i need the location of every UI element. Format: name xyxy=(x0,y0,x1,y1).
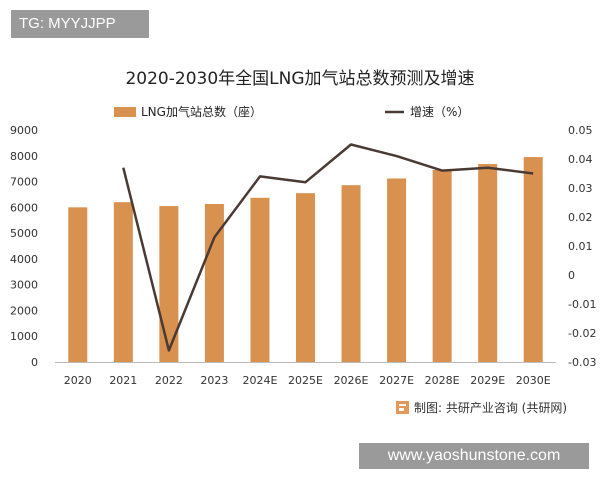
right-tick-label: -0.01 xyxy=(568,298,596,311)
header-tag: TG: MYYJJPP xyxy=(11,10,149,38)
left-tick-label: 7000 xyxy=(10,176,38,189)
source-note: 制图: 共研产业咨询 (共研网) xyxy=(396,400,567,415)
left-tick-label: 0 xyxy=(31,356,38,369)
legend-label-stations: LNG加气站总数（座） xyxy=(141,104,262,119)
bar-2025E xyxy=(296,193,315,362)
line-series xyxy=(122,143,534,352)
left-tick-label: 3000 xyxy=(10,279,38,292)
left-axis: 0 1000 2000 3000 4000 5000 6000 7000 8000 9000 xyxy=(10,124,38,369)
right-tick-label: -0.03 xyxy=(568,356,596,369)
x-tick-label: 2026E xyxy=(334,374,369,387)
left-tick-label: 9000 xyxy=(10,124,38,137)
footer-watermark: www.yaoshunstone.com xyxy=(359,443,589,469)
x-axis: 2020 2021 2022 2023 2024E 2025E 2026E 2027E 2028… xyxy=(55,362,556,387)
legend: LNG加气站总数（座） 增速（%） xyxy=(114,104,469,119)
right-tick-label: 0.05 xyxy=(568,124,593,137)
source-logo xyxy=(396,401,409,414)
bar-2024E xyxy=(250,197,270,362)
bar-2030E xyxy=(523,157,543,362)
source-text: 制图: 共研产业咨询 (共研网) xyxy=(414,400,567,415)
x-tick-label: 2024E xyxy=(242,374,277,387)
x-tick-label: 2030E xyxy=(516,374,551,387)
bar-2029E xyxy=(478,164,498,362)
right-tick-label: 0.01 xyxy=(568,240,593,253)
bar-2022 xyxy=(159,206,179,362)
x-tick-label: 2029E xyxy=(470,374,505,387)
left-tick-label: 4000 xyxy=(10,253,38,266)
source-logo-mark xyxy=(399,408,404,411)
x-tick-label: 2025E xyxy=(288,374,323,387)
x-tick-label: 2027E xyxy=(379,374,414,387)
right-axis: -0.03 -0.02 -0.01 0 0.01 0.02 0.03 0.04 0.05 xyxy=(568,124,596,369)
right-tick-label: 0.03 xyxy=(568,182,593,195)
bar-2026E xyxy=(341,185,361,362)
left-tick-label: 2000 xyxy=(10,304,38,317)
right-tick-label: 0.02 xyxy=(568,211,593,224)
bar-2023 xyxy=(204,203,224,362)
left-tick-label: 8000 xyxy=(10,150,38,163)
left-tick-label: 5000 xyxy=(10,227,38,240)
x-tick-label: 2021 xyxy=(109,374,137,387)
right-tick-label: 0.04 xyxy=(568,153,593,166)
bar-2028E xyxy=(432,169,452,362)
right-tick-label: -0.02 xyxy=(568,327,596,340)
source-logo-mark xyxy=(399,404,406,406)
legend-swatch-stations xyxy=(114,107,136,117)
x-tick-label: 2023 xyxy=(200,374,228,387)
bar-2027E xyxy=(387,178,407,362)
left-tick-label: 1000 xyxy=(10,330,38,343)
bar-2020 xyxy=(68,207,88,362)
chart-title: 2020-2030年全国LNG加气站总数预测及增速 xyxy=(125,69,474,89)
bar-2021 xyxy=(113,202,133,362)
growth-line xyxy=(122,143,534,352)
right-tick-label: 0 xyxy=(568,269,575,282)
x-tick-label: 2028E xyxy=(425,374,460,387)
x-tick-label: 2020 xyxy=(64,374,92,387)
legend-label-growth: 增速（%） xyxy=(410,105,469,119)
x-tick-label: 2022 xyxy=(155,374,183,387)
bar-series xyxy=(68,157,543,362)
left-tick-label: 6000 xyxy=(10,201,38,214)
